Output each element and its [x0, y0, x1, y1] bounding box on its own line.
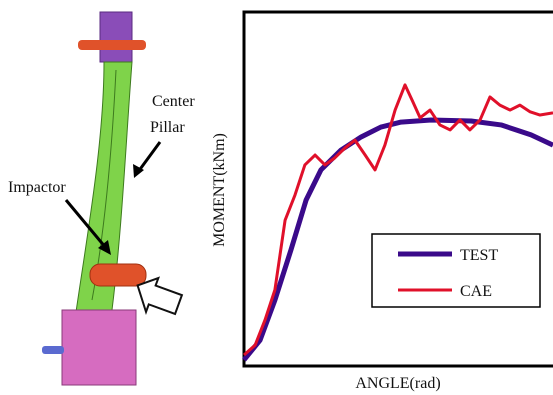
top-bracket — [100, 12, 132, 62]
impactor — [90, 264, 146, 286]
label: Center — [152, 93, 195, 110]
base-pin — [42, 346, 64, 354]
figure: Center Pillar Impactor MOMENT(kNm) ANGLE… — [0, 0, 553, 395]
illustration: Center Pillar Impactor — [8, 12, 195, 385]
y-axis-label: MOMENT(kNm) — [211, 133, 228, 247]
legend-label: CAE — [460, 283, 492, 300]
legend-box — [372, 234, 540, 307]
chart: MOMENT(kNm) ANGLE(rad) TEST CAE — [211, 12, 553, 392]
plot-frame — [244, 12, 553, 366]
legend-label: TEST — [460, 247, 498, 264]
label: Impactor — [8, 179, 66, 196]
top-pin — [78, 40, 146, 50]
base-block — [62, 310, 136, 385]
x-axis-label: ANGLE(rad) — [355, 375, 440, 392]
label: Pillar — [150, 119, 185, 136]
pointer — [138, 142, 160, 172]
